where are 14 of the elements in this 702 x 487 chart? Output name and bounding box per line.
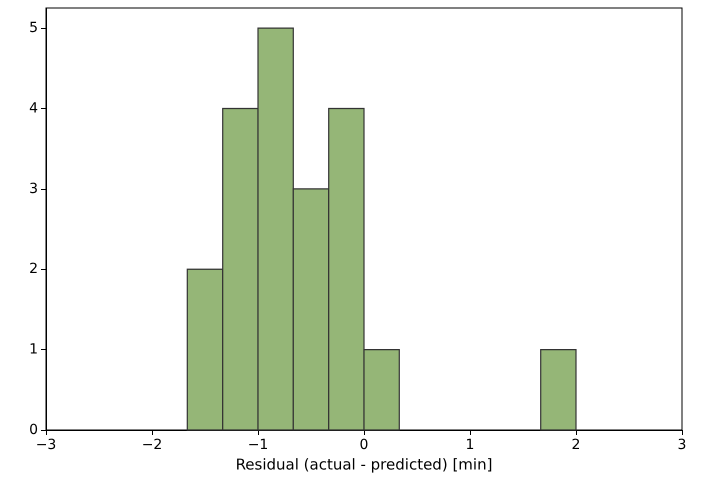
x-tick-label: −1 — [248, 437, 268, 453]
x-tick-label: 3 — [678, 437, 686, 453]
x-tick-label: 2 — [572, 437, 580, 453]
x-tick-label: 1 — [466, 437, 474, 453]
x-tick-label: −3 — [36, 437, 56, 453]
y-tick-label: 1 — [29, 342, 38, 358]
y-tick-label: 4 — [29, 100, 38, 116]
y-tick-label: 2 — [29, 261, 38, 278]
x-tick-label: 0 — [360, 437, 368, 453]
y-tick-label: 0 — [29, 422, 38, 438]
x-axis-title: Residual (actual - predicted) [min] — [236, 455, 492, 474]
y-tick-label: 3 — [29, 180, 38, 197]
x-tick-label: −2 — [142, 437, 162, 453]
y-tick-label: 5 — [29, 20, 38, 36]
